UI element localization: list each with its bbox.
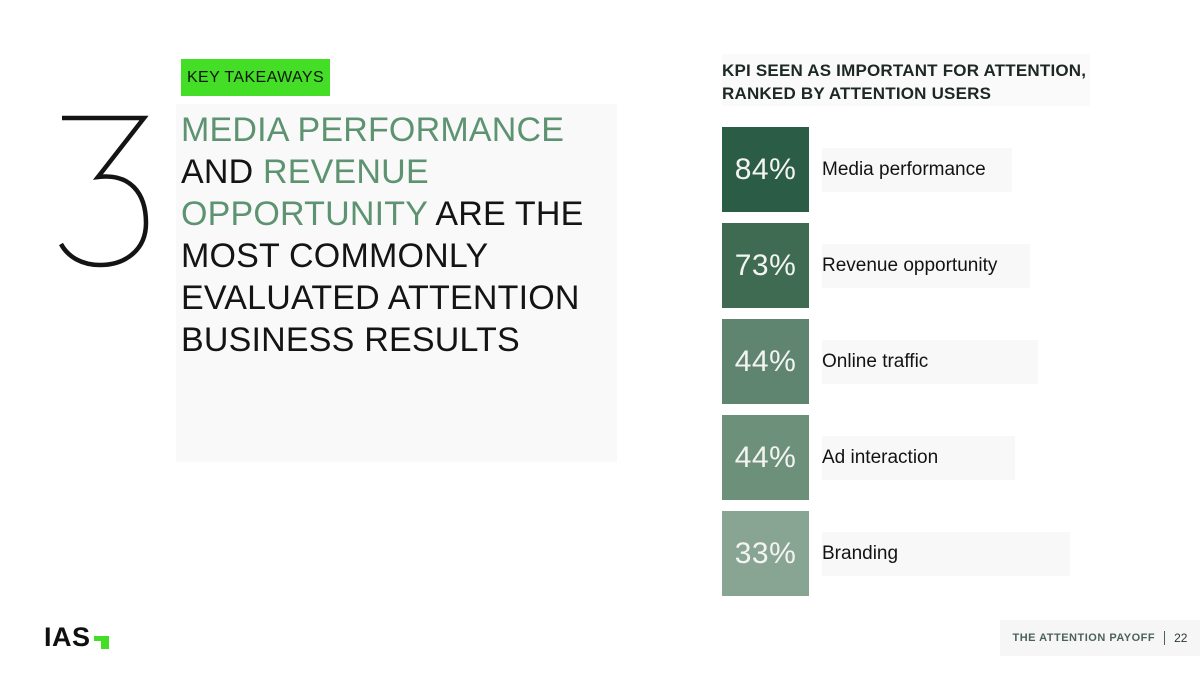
headline-background-panel (176, 104, 617, 462)
footer-report-title: THE ATTENTION PAYOFF (1012, 632, 1156, 644)
ias-logo-mark-icon (93, 636, 109, 649)
heading-line: OPPORTUNITY ARE THE (181, 193, 631, 235)
heading-segment: MEDIA PERFORMANCE (181, 111, 565, 149)
heading-line: MEDIA PERFORMANCE (181, 109, 631, 151)
bar-value-label: 44% (734, 344, 797, 378)
heading-segment: EVALUATED ATTENTION (181, 279, 580, 317)
heading-segment: OPPORTUNITY (181, 195, 436, 233)
bar-category-label: Media performance (822, 158, 986, 180)
bar-value-label: 84% (734, 152, 797, 186)
chart-title: KPI SEEN AS IMPORTANT FOR ATTENTION, RAN… (722, 59, 1086, 105)
bar-value-label: 73% (734, 248, 797, 282)
bar-box: 44% (722, 319, 809, 404)
logo-mark-bar (93, 636, 109, 641)
chart-title-line2: RANKED BY ATTENTION USERS (722, 84, 992, 103)
logo-mark-square (100, 641, 109, 649)
heading-line: MOST COMMONLY (181, 235, 631, 277)
bar-label-strip: Online traffic (822, 339, 1038, 384)
numeral-3-icon (59, 115, 149, 268)
bar-row: 84% Media performance (722, 127, 1012, 212)
bar-row: 73% Revenue opportunity (722, 223, 1030, 308)
footer: THE ATTENTION PAYOFF 22 (1000, 620, 1200, 656)
footer-page-number: 22 (1174, 631, 1188, 645)
bar-box: 84% (722, 127, 809, 212)
ias-logo-text: IAS (44, 622, 91, 652)
bar-category-label: Revenue opportunity (822, 254, 998, 276)
bar-category-label: Ad interaction (822, 446, 939, 468)
bar-label-strip: Ad interaction (822, 435, 1015, 480)
bar-label-strip: Media performance (822, 147, 1012, 192)
heading-segment: BUSINESS RESULTS (181, 321, 520, 359)
ias-logo: IAS (44, 624, 109, 651)
heading-segment: ARE THE (435, 195, 584, 233)
slide-number-graphic (58, 112, 150, 270)
heading-line: BUSINESS RESULTS (181, 319, 631, 361)
bar-box: 73% (722, 223, 809, 308)
heading-segment: MOST COMMONLY (181, 237, 489, 275)
bar-category-label: Online traffic (822, 350, 929, 372)
chart-title-line1: KPI SEEN AS IMPORTANT FOR ATTENTION, (722, 61, 1087, 80)
bar-box: 44% (722, 415, 809, 500)
bar-label-strip: Branding (822, 531, 1070, 576)
bar-row: 44% Ad interaction (722, 415, 1015, 500)
heading-line: EVALUATED ATTENTION (181, 277, 631, 319)
slide-heading: MEDIA PERFORMANCE AND REVENUE OPPORTUNITY … (181, 109, 631, 361)
bar-label-strip: Revenue opportunity (822, 243, 1030, 288)
heading-segment: AND (181, 153, 264, 191)
bar-value-label: 33% (734, 536, 797, 570)
bar-row: 44% Online traffic (722, 319, 1038, 404)
bar-category-label: Branding (822, 542, 899, 564)
chart-title-background-panel (722, 54, 1090, 106)
bar-row: 33% Branding (722, 511, 1070, 596)
bar-box: 33% (722, 511, 809, 596)
bar-value-label: 44% (734, 440, 797, 474)
heading-segment: REVENUE (263, 153, 429, 191)
footer-divider (1164, 631, 1166, 645)
key-takeaways-badge: KEY TAKEAWAYS (181, 59, 330, 96)
heading-line: AND REVENUE (181, 151, 631, 193)
